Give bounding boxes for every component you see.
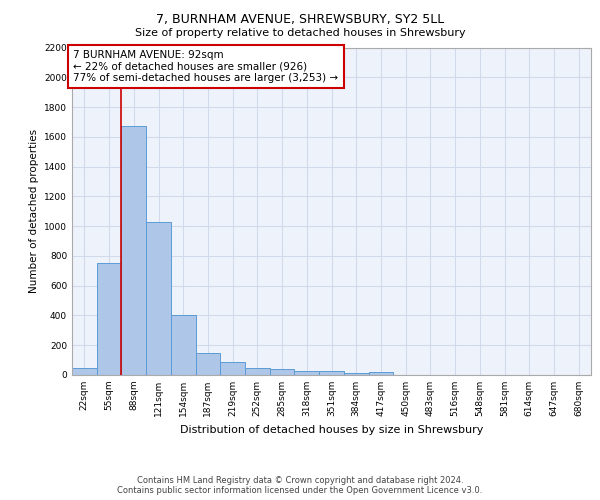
Text: 7 BURNHAM AVENUE: 92sqm
← 22% of detached houses are smaller (926)
77% of semi-d: 7 BURNHAM AVENUE: 92sqm ← 22% of detache… xyxy=(73,50,338,83)
Bar xyxy=(171,314,196,375)
Bar xyxy=(220,362,245,375)
Text: 7, BURNHAM AVENUE, SHREWSBURY, SY2 5LL: 7, BURNHAM AVENUE, SHREWSBURY, SY2 5LL xyxy=(156,12,444,26)
Text: Contains HM Land Registry data © Crown copyright and database right 2024.
Contai: Contains HM Land Registry data © Crown c… xyxy=(118,476,482,495)
Bar xyxy=(121,126,146,375)
Bar xyxy=(72,368,97,375)
Bar xyxy=(295,370,319,375)
Bar xyxy=(97,264,121,375)
Text: Size of property relative to detached houses in Shrewsbury: Size of property relative to detached ho… xyxy=(134,28,466,38)
Bar xyxy=(368,372,393,375)
Y-axis label: Number of detached properties: Number of detached properties xyxy=(29,129,38,294)
Bar xyxy=(270,369,295,375)
Bar xyxy=(245,368,270,375)
X-axis label: Distribution of detached houses by size in Shrewsbury: Distribution of detached houses by size … xyxy=(180,424,483,434)
Bar xyxy=(196,352,220,375)
Bar xyxy=(319,372,344,375)
Bar xyxy=(146,222,171,375)
Bar xyxy=(344,373,368,375)
